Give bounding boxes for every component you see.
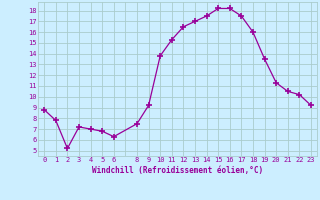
X-axis label: Windchill (Refroidissement éolien,°C): Windchill (Refroidissement éolien,°C) <box>92 166 263 175</box>
